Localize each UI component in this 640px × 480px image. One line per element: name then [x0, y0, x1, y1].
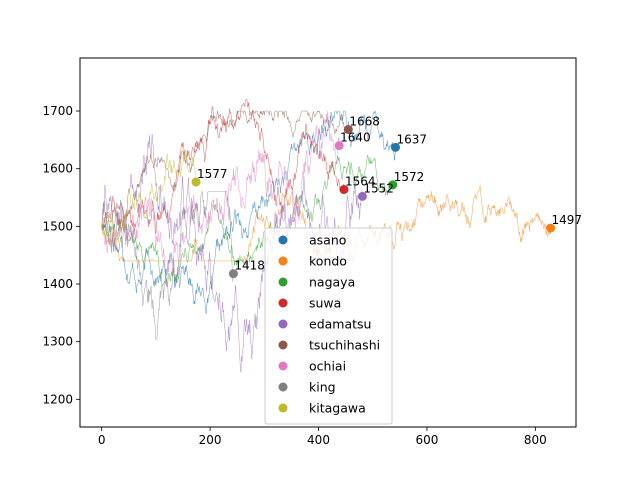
end-label-kitagawa: 1577 — [197, 167, 228, 181]
x-tick-label: 600 — [415, 433, 438, 447]
end-label-ochiai: 1640 — [340, 131, 371, 145]
legend-label-king: king — [309, 380, 336, 395]
x-tick-label: 200 — [199, 433, 222, 447]
y-tick-label: 1400 — [42, 277, 73, 291]
legend-marker-asano — [278, 235, 288, 245]
x-tick-label: 400 — [307, 433, 330, 447]
end-point-nagaya — [388, 180, 398, 190]
y-axis: 1200 1300 1400 1500 1600 1700 — [42, 104, 80, 406]
legend-marker-king — [278, 382, 288, 392]
end-label-tsuchihashi: 1668 — [349, 114, 380, 128]
legend-box — [264, 227, 393, 425]
legend-label-asano: asano — [309, 233, 346, 248]
end-label-suwa: 1564 — [345, 174, 376, 188]
legend-label-ochiai: ochiai — [309, 359, 346, 374]
legend-label-nagaya: nagaya — [309, 275, 355, 290]
end-label-kondo: 1497 — [552, 213, 583, 227]
end-point-edamatsu — [357, 191, 367, 201]
series-line-nagaya — [101, 154, 393, 288]
series-line-kitagawa — [101, 150, 197, 243]
legend-label-tsuchihashi: tsuchihashi — [309, 338, 380, 353]
end-label-edamatsu: 1552 — [363, 181, 394, 195]
legend-label-suwa: suwa — [309, 296, 341, 311]
x-axis: 0 200 400 600 800 — [98, 427, 547, 447]
end-label-nagaya: 1572 — [394, 170, 425, 184]
legend-marker-kondo — [278, 256, 288, 266]
legend-marker-suwa — [278, 298, 288, 308]
end-point-ochiai — [334, 141, 344, 151]
legend-marker-nagaya — [278, 277, 288, 287]
x-tick-label: 0 — [98, 433, 106, 447]
end-label-king: 1418 — [234, 259, 265, 273]
legend-marker-ochiai — [278, 361, 288, 371]
end-point-tsuchihashi — [343, 124, 353, 134]
x-tick-label: 800 — [524, 433, 547, 447]
legend-marker-tsuchihashi — [278, 340, 288, 350]
series-line-tsuchihashi — [101, 110, 349, 229]
y-tick-label: 1200 — [42, 392, 73, 406]
end-point-kondo — [546, 223, 556, 233]
series-line-asano — [101, 110, 396, 315]
y-tick-label: 1600 — [42, 162, 73, 176]
y-tick-label: 1500 — [42, 219, 73, 233]
legend-marker-kitagawa — [278, 403, 288, 413]
end-label-asano: 1637 — [396, 132, 427, 146]
end-point-asano — [390, 142, 400, 152]
legend-label-edamatsu: edamatsu — [309, 317, 371, 332]
end-point-king — [228, 269, 238, 279]
y-tick-label: 1700 — [42, 104, 73, 118]
legend-marker-edamatsu — [278, 319, 288, 329]
legend-label-kitagawa: kitagawa — [309, 401, 366, 416]
series-line-ochiai — [101, 111, 340, 287]
end-points — [191, 124, 556, 279]
end-point-suwa — [339, 184, 349, 194]
plot-frame — [79, 57, 577, 428]
end-point-kitagawa — [191, 177, 201, 187]
legend-label-kondo: kondo — [309, 254, 347, 269]
y-tick-label: 1300 — [42, 335, 73, 349]
legend: asano kondo nagaya suwa edamatsu tsuchihashi o… — [264, 227, 393, 425]
